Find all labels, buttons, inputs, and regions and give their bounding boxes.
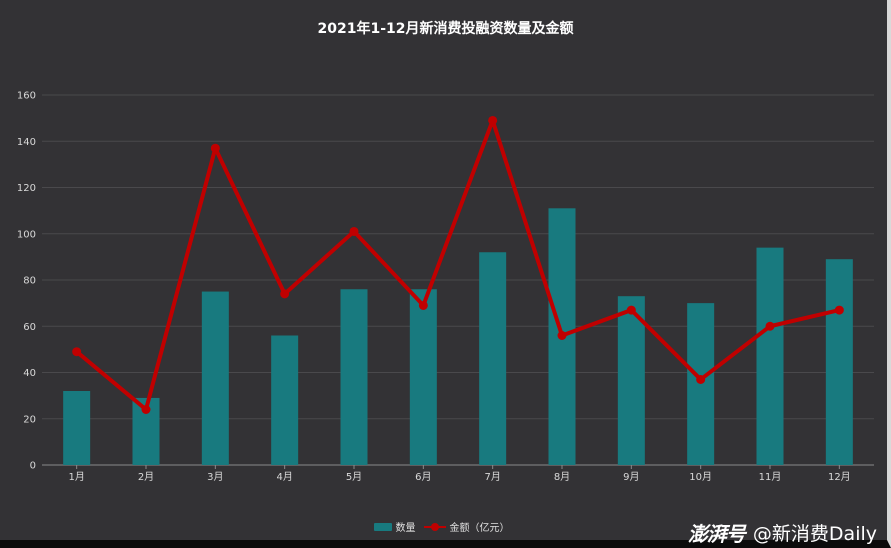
line-point [765,321,775,331]
series-line [74,118,842,412]
x-tick-label: 8月 [554,471,570,483]
line-point [626,305,636,315]
line-point [141,405,151,414]
legend-label-amount: 金额（亿元） [449,523,510,534]
bar [409,289,437,465]
bar [756,247,784,465]
y-tick-label: 20 [23,414,36,425]
x-tick-label: 3月 [207,471,223,483]
x-tick-label: 12月 [828,471,851,483]
bar [479,252,507,465]
y-tick-label: 80 [23,276,36,287]
x-tick-label: 7月 [484,471,500,483]
chart-title: 2021年1-12月新消费投融资数量及金额 [317,21,574,37]
bar [271,335,299,465]
line-point [834,305,844,315]
bar [617,296,645,465]
x-tick-label: 10月 [689,471,712,483]
line-point [72,347,82,357]
watermark: 澎湃号 @新消费Daily [688,518,877,547]
line-point [280,289,290,299]
bar [63,391,91,465]
legend-label-count: 数量 [395,523,416,534]
y-tick-label: 60 [23,322,36,333]
x-tick-label: 4月 [276,471,292,483]
y-tick-label: 40 [23,368,36,379]
y-tick-label: 0 [30,461,36,472]
legend-item-count[interactable]: 数量 [373,519,416,534]
line-point [210,143,220,153]
watermark-logo: 澎湃号 [687,522,746,546]
legend-item-amount[interactable]: 金额（亿元） [423,519,510,534]
y-tick-label: 100 [17,229,36,240]
bar [340,289,368,465]
x-tick-label: 5月 [346,471,362,483]
bar [825,259,853,465]
x-tick-label: 6月 [415,471,431,483]
bar [687,303,715,465]
watermark-handle: @新消费Daily [752,523,877,545]
chart-legend: 数量 金额（亿元） [0,519,891,534]
line-point [488,115,498,125]
x-tick-label: 2月 [138,471,154,483]
line-point [418,300,428,310]
bar [201,291,229,465]
y-tick-label: 120 [17,183,36,194]
legend-bar-swatch [373,522,392,531]
y-tick-label: 140 [17,137,36,148]
line-point [557,331,567,340]
y-tick-label: 160 [17,91,36,102]
legend-line-swatch [423,522,446,532]
x-tick-label: 1月 [68,471,84,483]
x-tick-label: 11月 [759,471,782,483]
x-tick-label: 9月 [623,471,639,483]
line-point [349,226,359,236]
line-point [696,374,706,384]
